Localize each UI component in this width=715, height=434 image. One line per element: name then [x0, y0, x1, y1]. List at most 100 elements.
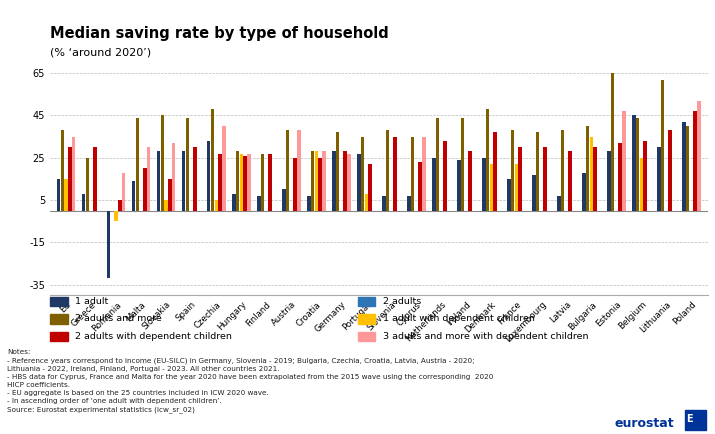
Bar [211, 109, 214, 210]
Bar [636, 118, 639, 210]
Text: 2 adults and more: 2 adults and more [75, 315, 162, 323]
Bar [515, 164, 518, 210]
Bar [568, 151, 572, 210]
Bar [311, 151, 315, 210]
Bar [586, 126, 589, 210]
Bar [61, 130, 64, 210]
Bar [611, 73, 614, 210]
Bar [590, 137, 593, 210]
Bar [114, 210, 118, 221]
Bar [214, 200, 218, 210]
Bar [443, 141, 447, 210]
Bar [490, 164, 493, 210]
Text: 1 adult with dependent children: 1 adult with dependent children [383, 315, 534, 323]
Bar [157, 151, 160, 210]
Text: (% ‘around 2020’): (% ‘around 2020’) [50, 48, 151, 58]
Bar [618, 143, 622, 210]
Bar [82, 194, 85, 210]
Bar [461, 118, 464, 210]
Bar [697, 101, 701, 210]
Bar [382, 196, 385, 210]
Bar [172, 143, 175, 210]
Text: E: E [686, 414, 693, 424]
Bar [407, 196, 410, 210]
Bar [436, 118, 439, 210]
Bar [282, 190, 285, 210]
Bar [207, 141, 210, 210]
Text: 3 adults and more with dependent children: 3 adults and more with dependent childre… [383, 332, 588, 341]
Bar [136, 118, 139, 210]
Bar [93, 147, 97, 210]
Bar [132, 181, 135, 210]
Text: eurostat: eurostat [615, 417, 674, 430]
Bar [682, 122, 686, 210]
Bar [243, 156, 247, 210]
Bar [661, 79, 664, 210]
Bar [493, 132, 497, 210]
Bar [222, 126, 225, 210]
Bar [361, 137, 365, 210]
Bar [486, 109, 489, 210]
Bar [336, 132, 340, 210]
Bar [168, 179, 172, 210]
Bar [432, 158, 435, 210]
Bar [368, 164, 372, 210]
Bar [164, 200, 168, 210]
Bar [147, 147, 150, 210]
Bar [193, 147, 197, 210]
Bar [297, 130, 300, 210]
Bar [365, 194, 368, 210]
Bar [236, 151, 240, 210]
Bar [257, 196, 260, 210]
Bar [240, 154, 243, 210]
Bar [561, 130, 564, 210]
Bar [186, 118, 189, 210]
Bar [86, 158, 89, 210]
Bar [644, 141, 647, 210]
Bar [418, 162, 422, 210]
Bar [332, 151, 335, 210]
Bar [182, 151, 185, 210]
Bar [532, 174, 536, 210]
Bar [543, 147, 547, 210]
Bar [72, 137, 76, 210]
Bar [386, 130, 390, 210]
Bar [347, 154, 350, 210]
Bar [107, 210, 110, 278]
Bar [322, 151, 325, 210]
Bar [640, 158, 644, 210]
Text: 1 adult: 1 adult [75, 297, 109, 306]
Bar [247, 154, 250, 210]
Bar [357, 154, 360, 210]
Bar [482, 158, 485, 210]
Text: Notes:
- Reference years correspond to income (EU-SILC) in Germany, Slovenia - 2: Notes: - Reference years correspond to i… [7, 349, 493, 413]
Bar [68, 147, 72, 210]
Bar [118, 200, 122, 210]
Bar [632, 115, 636, 210]
Bar [607, 151, 611, 210]
Bar [232, 194, 235, 210]
Bar [268, 154, 272, 210]
Bar [557, 196, 561, 210]
Bar [293, 158, 297, 210]
Bar [468, 151, 472, 210]
Bar [582, 173, 586, 210]
Bar [393, 137, 397, 210]
Bar [694, 111, 697, 210]
Bar [64, 179, 68, 210]
Bar [411, 137, 414, 210]
Bar [457, 160, 460, 210]
Bar [57, 179, 61, 210]
Bar [315, 151, 318, 210]
Text: 2 adults: 2 adults [383, 297, 420, 306]
Bar [622, 111, 626, 210]
Bar [536, 132, 539, 210]
Bar [286, 130, 290, 210]
Text: Median saving rate by type of household: Median saving rate by type of household [50, 26, 389, 41]
Bar [218, 154, 222, 210]
Bar [318, 158, 322, 210]
Bar [143, 168, 147, 210]
Bar [511, 130, 514, 210]
Bar [657, 147, 661, 210]
Bar [593, 147, 597, 210]
